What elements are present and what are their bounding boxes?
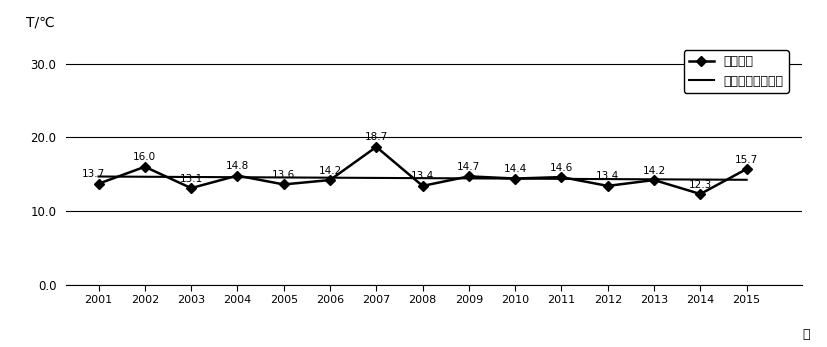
线性（平均温度） [696, 177, 705, 181]
平均温度 [371, 145, 381, 149]
线性（平均温度） [464, 176, 474, 180]
平均温度 [232, 174, 242, 178]
平均温度 [325, 178, 335, 182]
Text: T/℃: T/℃ [26, 16, 55, 29]
Legend: 平均温度, 线性（平均温度）: 平均温度, 线性（平均温度） [684, 50, 789, 93]
Text: 15.7: 15.7 [735, 154, 758, 164]
Text: 年: 年 [802, 328, 810, 341]
Line: 平均温度: 平均温度 [95, 143, 750, 197]
线性（平均温度） [510, 177, 520, 181]
线性（平均温度） [418, 176, 428, 180]
Text: 14.4: 14.4 [504, 164, 527, 174]
平均温度 [140, 165, 150, 169]
Text: 13.4: 13.4 [411, 171, 434, 181]
平均温度 [742, 167, 752, 171]
线性（平均温度） [603, 177, 613, 181]
Text: 16.0: 16.0 [133, 152, 156, 162]
平均温度 [696, 192, 705, 196]
平均温度 [649, 178, 659, 182]
平均温度 [464, 174, 474, 178]
线性（平均温度） [325, 176, 335, 180]
线性（平均温度） [93, 175, 103, 179]
Text: 13.6: 13.6 [272, 170, 295, 180]
平均温度 [510, 177, 520, 181]
Text: 14.2: 14.2 [643, 166, 666, 176]
线性（平均温度） [186, 175, 196, 179]
平均温度 [186, 186, 196, 190]
Text: 13.7: 13.7 [83, 169, 106, 179]
平均温度 [279, 183, 289, 187]
Line: 线性（平均温度）: 线性（平均温度） [98, 177, 747, 180]
Text: 14.8: 14.8 [226, 161, 249, 171]
线性（平均温度） [371, 176, 381, 180]
Text: 14.2: 14.2 [318, 166, 342, 176]
Text: 13.4: 13.4 [596, 171, 619, 181]
平均温度 [418, 184, 428, 188]
Text: 13.1: 13.1 [179, 174, 203, 184]
Text: 18.7: 18.7 [365, 132, 388, 142]
平均温度 [603, 184, 613, 188]
线性（平均温度） [232, 175, 242, 179]
平均温度 [93, 181, 103, 186]
线性（平均温度） [140, 175, 150, 179]
平均温度 [557, 175, 566, 179]
线性（平均温度） [557, 177, 566, 181]
线性（平均温度） [649, 177, 659, 181]
线性（平均温度） [279, 175, 289, 179]
Text: 14.7: 14.7 [457, 162, 480, 172]
Text: 12.3: 12.3 [689, 180, 712, 189]
线性（平均温度） [742, 178, 752, 182]
Text: 14.6: 14.6 [550, 163, 573, 173]
